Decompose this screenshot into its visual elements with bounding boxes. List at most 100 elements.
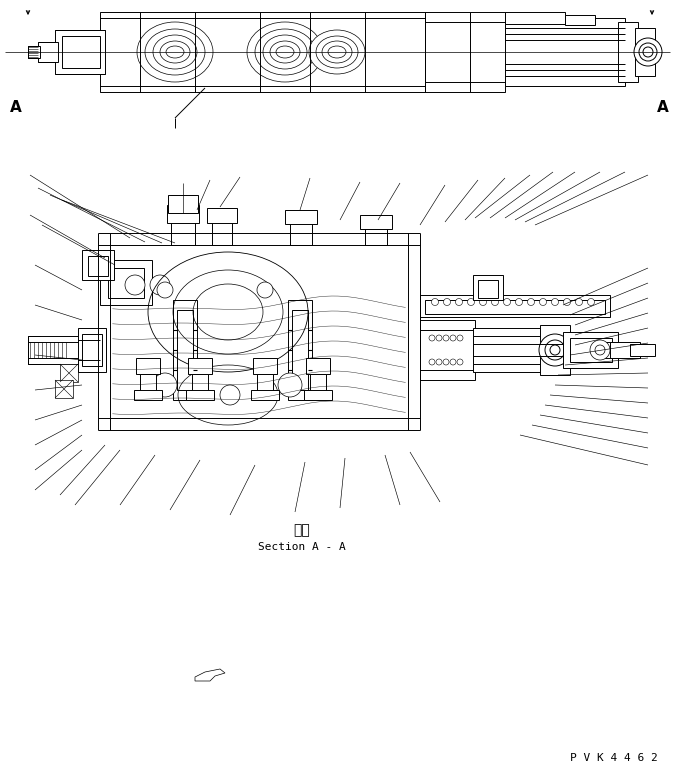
Bar (55, 30, 105, 74)
Circle shape (278, 373, 302, 397)
Circle shape (150, 275, 170, 295)
Bar (540, 325, 570, 375)
Bar (82, 334, 102, 366)
Bar (168, 195, 198, 213)
Circle shape (479, 298, 486, 305)
Bar (140, 374, 156, 392)
Text: A: A (657, 101, 668, 115)
Circle shape (588, 298, 594, 305)
Bar (285, 210, 317, 224)
Ellipse shape (153, 35, 197, 69)
Circle shape (515, 298, 522, 305)
Bar (306, 358, 330, 374)
Bar (360, 215, 392, 229)
Ellipse shape (137, 22, 213, 82)
Ellipse shape (276, 46, 294, 58)
Circle shape (468, 298, 475, 305)
Circle shape (492, 298, 498, 305)
Bar (292, 310, 308, 390)
Circle shape (528, 298, 534, 305)
Ellipse shape (328, 46, 346, 58)
Circle shape (436, 335, 442, 341)
Bar (100, 260, 152, 305)
Text: P V K 4 4 6 2: P V K 4 4 6 2 (571, 753, 658, 763)
Bar (136, 358, 160, 374)
Bar (173, 300, 197, 400)
Bar (186, 390, 214, 400)
Bar (288, 300, 312, 400)
Bar (473, 328, 563, 372)
Circle shape (590, 340, 610, 360)
Circle shape (443, 298, 450, 305)
Bar (82, 250, 114, 280)
Bar (88, 256, 108, 276)
Bar (618, 22, 638, 82)
Circle shape (457, 335, 463, 341)
Circle shape (429, 359, 435, 365)
Bar (425, 12, 470, 92)
Text: Section A - A: Section A - A (258, 542, 346, 552)
Ellipse shape (322, 41, 352, 63)
Bar (630, 344, 655, 356)
Bar (60, 364, 78, 382)
Circle shape (551, 298, 558, 305)
Circle shape (564, 298, 571, 305)
Circle shape (539, 334, 571, 366)
Bar (635, 28, 655, 76)
Bar (253, 358, 277, 374)
Bar (365, 215, 387, 245)
Ellipse shape (255, 29, 315, 75)
Bar (62, 36, 100, 68)
Circle shape (153, 373, 177, 397)
Bar (28, 336, 100, 364)
Text: A: A (10, 101, 22, 115)
Bar (290, 210, 312, 245)
Circle shape (503, 298, 511, 305)
Bar (108, 268, 144, 298)
Bar (251, 390, 279, 400)
Circle shape (125, 275, 145, 295)
Bar (420, 295, 610, 317)
Circle shape (436, 359, 442, 365)
Bar (28, 46, 40, 58)
Circle shape (545, 340, 565, 360)
Circle shape (539, 298, 547, 305)
Bar (420, 320, 475, 380)
Bar (257, 374, 273, 392)
Ellipse shape (270, 41, 300, 63)
Bar (171, 195, 195, 245)
Ellipse shape (160, 41, 190, 63)
Bar (304, 390, 332, 400)
Ellipse shape (166, 46, 184, 58)
Bar (78, 328, 106, 372)
Bar (473, 336, 563, 364)
Bar (310, 374, 326, 392)
Circle shape (595, 345, 605, 355)
Bar (192, 374, 208, 392)
Bar (28, 342, 100, 358)
Circle shape (429, 335, 435, 341)
Bar (207, 208, 237, 223)
Bar (565, 15, 595, 25)
Circle shape (457, 359, 463, 365)
Bar (505, 18, 625, 86)
Bar (505, 12, 565, 24)
Bar (470, 12, 505, 92)
Circle shape (450, 335, 456, 341)
Bar (610, 342, 640, 358)
Ellipse shape (247, 22, 323, 82)
Bar (167, 205, 199, 223)
Circle shape (443, 359, 449, 365)
Bar (563, 332, 618, 368)
Bar (473, 275, 503, 300)
Circle shape (456, 298, 462, 305)
Text: 断面: 断面 (294, 523, 310, 537)
Bar (177, 310, 193, 390)
Circle shape (575, 298, 583, 305)
Bar (100, 12, 425, 92)
Circle shape (450, 359, 456, 365)
Bar (595, 342, 617, 358)
Bar (55, 380, 73, 398)
Circle shape (257, 282, 273, 298)
Polygon shape (195, 669, 225, 681)
